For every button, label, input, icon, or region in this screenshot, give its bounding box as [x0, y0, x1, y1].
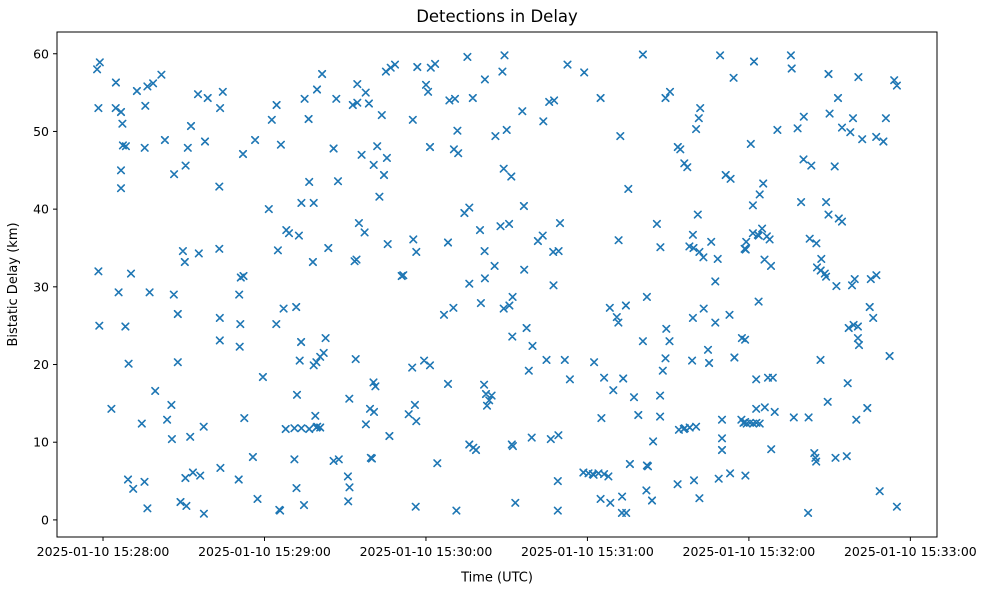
x-axis-label: Time (UTC): [460, 571, 533, 586]
chart-title: Detections in Delay: [416, 7, 578, 26]
x-tick-label: 2025-01-10 15:30:00: [360, 544, 493, 559]
plot-area: [56, 31, 938, 538]
x-tick-label: 2025-01-10 15:33:00: [844, 544, 977, 559]
x-axis-ticks: 2025-01-10 15:28:00 2025-01-10 15:29:00 20…: [37, 537, 977, 559]
y-tick-label: 40: [33, 202, 49, 217]
y-tick-label: 10: [33, 435, 49, 450]
x-tick-label: 2025-01-10 15:32:00: [683, 544, 816, 559]
y-tick-label: 30: [33, 279, 49, 294]
y-axis-ticks: 0 10 20 30 40 50 60: [33, 46, 57, 527]
y-tick-label: 0: [41, 512, 49, 527]
x-tick-label: 2025-01-10 15:28:00: [37, 544, 170, 559]
y-axis-label: Bistatic Delay (km): [6, 222, 21, 346]
x-tick-label: 2025-01-10 15:31:00: [521, 544, 654, 559]
y-tick-label: 60: [33, 46, 49, 61]
scatter-points: [93, 50, 901, 518]
y-tick-label: 20: [33, 357, 49, 372]
y-tick-label: 50: [33, 124, 49, 139]
x-tick-label: 2025-01-10 15:29:00: [198, 544, 331, 559]
